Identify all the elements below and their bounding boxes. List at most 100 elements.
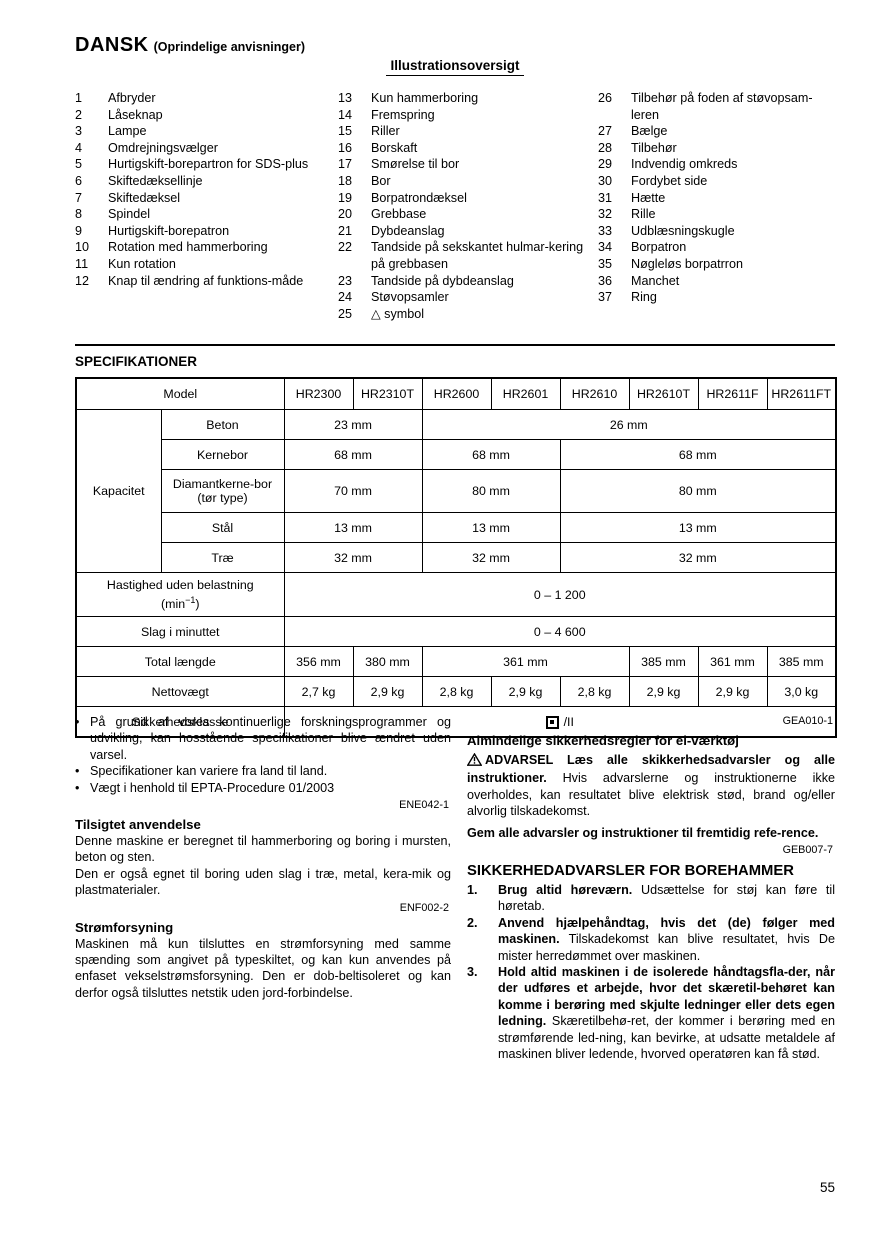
part-number: 33: [598, 223, 613, 238]
value-cell: 23 mm: [283, 409, 423, 440]
value-cell: 2,8 kg: [559, 676, 630, 707]
model-row: Model HR2300 HR2310T HR2600 HR2601 HR2610 HR2…: [75, 377, 837, 410]
part-label: Manchet: [631, 273, 680, 288]
part-number: 4: [75, 140, 83, 155]
blows-per-minute-row: Slag i minuttet 0 – 4 600: [75, 616, 837, 647]
warning-rest: Hvis advarslerne og instruktionerne ikke…: [467, 771, 835, 819]
part-number: 20: [338, 207, 353, 222]
part-label: Låseknap: [108, 107, 163, 122]
safety-rule-number: 1.: [467, 883, 478, 898]
parts-list-item: 12 Knap til ændring af funktions-måde: [75, 273, 327, 290]
capacity-concrete-row: Kapacitet Beton 23 mm 26 mm: [75, 409, 837, 573]
value-cell: 13 mm: [421, 512, 561, 543]
note-bullet-item: • Vægt i henhold til EPTA-Procedure 01/2…: [75, 780, 451, 796]
parts-list-item: 33 Udblæsningskugle: [598, 223, 835, 240]
value-cell: 385 mm: [766, 646, 837, 677]
part-label: Hætte: [631, 190, 666, 205]
model-name-cell: HR2611FT: [766, 377, 837, 410]
part-number: 3: [75, 124, 83, 139]
parts-list-item: 10 Rotation med hammerboring: [75, 239, 327, 256]
parts-list-item: 1 Afbryder: [75, 90, 327, 107]
language-note: (Oprindelige anvisninger): [153, 40, 306, 54]
part-label: Skiftedæksellinje: [108, 173, 203, 188]
warning-icon: [466, 752, 483, 770]
safety-rule-text: Hold altid maskinen i de isolerede håndt…: [498, 965, 835, 1062]
part-label: Nøgleløs borpatrron: [631, 256, 743, 271]
part-number: 27: [598, 124, 613, 139]
page-number: 55: [819, 1180, 835, 1195]
note-text: På grund af vores kontinuerlige forsknin…: [90, 715, 451, 762]
value-cell: 2,9 kg: [352, 676, 423, 707]
parts-list-item: 4 Omdrejningsvælger: [75, 140, 327, 157]
part-label: Smørelse til bor: [371, 157, 460, 172]
part-label: Omdrejningsvælger: [108, 140, 218, 155]
row-label: Hastighed uden belastning (min−1): [75, 572, 285, 617]
parts-list-item: 28 Tilbehør: [598, 140, 835, 157]
parts-list-item: 35 Nøgleløs borpatrron: [598, 256, 835, 273]
value-cell: 2,8 kg: [421, 676, 492, 707]
value-cell: 361 mm: [421, 646, 630, 677]
part-label: Ring: [631, 290, 657, 305]
specifications-table: Model HR2300 HR2310T HR2600 HR2601 HR2610 HR2…: [75, 377, 837, 738]
row-label: Slag i minuttet: [75, 616, 285, 647]
model-name-cell: HR2611F: [697, 377, 768, 410]
bullet-marker: •: [75, 715, 80, 729]
part-number: 31: [598, 190, 613, 205]
parts-list-item: 24 Støvopsamler: [338, 289, 590, 306]
part-number: 14: [338, 107, 353, 122]
row-label: Nettovægt: [75, 676, 285, 707]
value-cell: 70 mm: [283, 469, 423, 513]
part-label: Tandside på sekskantet hulmar-kering på …: [371, 240, 584, 271]
model-name-cell: HR2600: [421, 377, 492, 410]
model-name-cell: HR2310T: [352, 377, 423, 410]
parts-list-item: 23 Tandside på dybdeanslag: [338, 273, 590, 290]
value-cell: 0 – 4 600: [283, 616, 837, 647]
parts-list-item: 29 Indvendig omkreds: [598, 156, 835, 173]
value-cell: 32 mm: [559, 542, 837, 573]
part-label: Kun rotation: [108, 256, 176, 271]
parts-list-item: 18 Bor: [338, 173, 590, 190]
value-cell: 68 mm: [283, 439, 423, 470]
parts-list-item: 9 Hurtigskift-borepatron: [75, 223, 327, 240]
part-label: Fremspring: [371, 107, 435, 122]
part-label: Bælge: [631, 124, 668, 139]
part-number: 23: [338, 273, 353, 288]
part-number: 10: [75, 240, 90, 255]
part-number: 21: [338, 223, 353, 238]
parts-list-item: 6 Skiftedæksellinje: [75, 173, 327, 190]
value-cell: 385 mm: [628, 646, 699, 677]
parts-list-item: 32 Rille: [598, 206, 835, 223]
safety-rule-item: 2. Anvend hjælpehåndtag, hvis det (de) f…: [467, 915, 835, 964]
row-label: Kernebor: [160, 439, 285, 470]
speed-label-line2: (min−1): [161, 594, 200, 611]
row-label: Beton: [160, 409, 285, 440]
part-label: Bor: [371, 173, 391, 188]
part-label: Rotation med hammerboring: [108, 240, 268, 255]
part-number: 26: [598, 91, 613, 105]
ref-code: ENE042-1: [399, 799, 449, 812]
safety-rule-item: 1. Brug altid høreværn. Udsættelse for s…: [467, 882, 835, 915]
value-cell: /II: [283, 706, 837, 738]
note-bullet-item: • På grund af vores kontinuerlige forskn…: [75, 714, 451, 763]
power-supply-paragraph: Maskinen må kun tilsluttes en strømforsy…: [75, 936, 451, 1000]
parts-list-item: 2 Låseknap: [75, 107, 327, 124]
parts-column-2: 13 Kun hammerboring 14 Fremspring 15 Ril…: [338, 90, 590, 322]
model-name-cell: HR2300: [283, 377, 354, 410]
part-label: Indvendig omkreds: [631, 157, 738, 172]
parts-list-item: 21 Dybdeanslag: [338, 223, 590, 240]
right-column: GEA010-1 Almindelige sikkerhedsregler fo…: [466, 712, 835, 1063]
part-number: 34: [598, 240, 613, 255]
part-number: 1: [75, 91, 83, 105]
part-number: 24: [338, 290, 353, 305]
part-number: 6: [75, 173, 83, 188]
capacity-wood-row: Træ 32 mm 32 mm 32 mm: [76, 542, 837, 573]
parts-list-item: 7 Skiftedæksel: [75, 190, 327, 207]
parts-list-item: 3 Lampe: [75, 123, 327, 140]
value-cell: 361 mm: [697, 646, 768, 677]
part-number: 13: [338, 91, 353, 105]
value-cell: 380 mm: [352, 646, 423, 677]
part-label: △ symbol: [371, 306, 425, 321]
part-number: 32: [598, 207, 613, 222]
part-number: 28: [598, 140, 613, 155]
